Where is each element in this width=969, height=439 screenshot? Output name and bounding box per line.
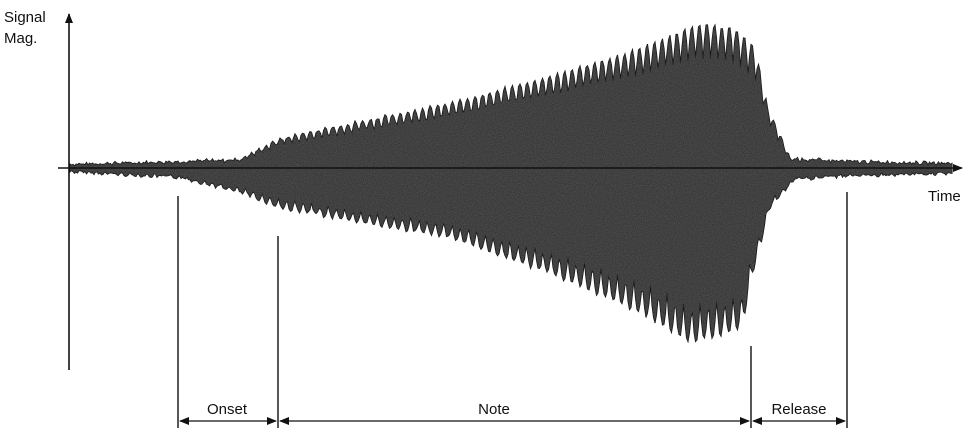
x-axis-label: Time [928, 188, 961, 205]
y-axis-label-line1: Signal [4, 9, 46, 26]
onset-label: Onset [207, 401, 248, 418]
release-label: Release [771, 401, 826, 418]
y-axis-label-line2: Mag. [4, 30, 37, 47]
signal-waveform-texture [70, 24, 952, 342]
note-label: Note [478, 401, 510, 418]
